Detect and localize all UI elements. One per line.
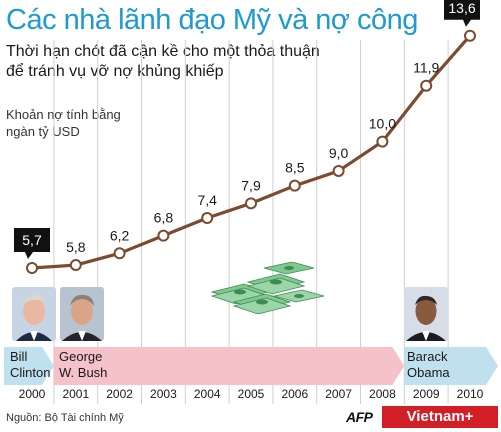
portrait-obama bbox=[404, 287, 448, 341]
chart-title: Các nhà lãnh đạo Mỹ và nợ công bbox=[6, 4, 418, 36]
portrait-clinton bbox=[12, 287, 56, 341]
obama-label-line-2: Obama bbox=[407, 365, 450, 380]
x-tick-2004: 2004 bbox=[194, 387, 221, 401]
data-label-2002: 6,2 bbox=[110, 227, 130, 243]
data-point-2009 bbox=[420, 79, 433, 92]
bush-label-line-2: W. Bush bbox=[59, 365, 108, 380]
data-point-2010 bbox=[464, 29, 476, 42]
x-tick-2003: 2003 bbox=[150, 387, 177, 401]
data-label-2009: 11,9 bbox=[413, 60, 439, 76]
data-label-2004: 7,4 bbox=[197, 192, 217, 208]
source-note: Nguồn: Bộ Tài chính Mỹ bbox=[6, 412, 124, 424]
president-label-clinton: Bill Clinton bbox=[10, 349, 50, 381]
data-label-2000: 5,7 bbox=[22, 232, 42, 248]
subtitle-line-1: Thời hạn chót đã cận kề cho một thỏa thu… bbox=[6, 43, 320, 60]
data-point-2005 bbox=[245, 197, 257, 210]
chart-subtitle: Thời hạn chót đã cận kề cho một thỏa thu… bbox=[6, 42, 320, 82]
data-point-2007 bbox=[332, 164, 345, 177]
data-label-2005: 7,9 bbox=[241, 177, 261, 193]
x-tick-2000: 2000 bbox=[19, 387, 46, 401]
data-label-2006: 8,5 bbox=[285, 160, 305, 176]
clinton-label-line-2: Clinton bbox=[10, 365, 51, 380]
data-point-2008 bbox=[376, 135, 389, 148]
president-label-bush: George W. Bush bbox=[59, 349, 107, 381]
data-point-2004 bbox=[201, 212, 214, 225]
president-label-obama: Barack Obama bbox=[407, 349, 450, 381]
portrait-bush bbox=[60, 287, 104, 341]
data-point-2001 bbox=[69, 259, 82, 272]
data-label-2007: 9,0 bbox=[329, 145, 349, 161]
afp-logo: AFP bbox=[346, 409, 373, 425]
clinton-label-line-1: Bill bbox=[10, 349, 28, 364]
y-unit-label: Khoản nợ tính bằng ngàn tỷ USD bbox=[6, 106, 121, 140]
x-tick-2009: 2009 bbox=[413, 387, 440, 401]
data-point-2000 bbox=[26, 262, 38, 274]
vietnamplus-logo: Vietnam+ bbox=[382, 406, 498, 428]
x-tick-2002: 2002 bbox=[106, 387, 133, 401]
obama-label-line-1: Barack bbox=[407, 349, 448, 364]
data-point-2003 bbox=[157, 229, 170, 242]
data-label-2001: 5,8 bbox=[66, 239, 86, 255]
data-label-2008: 10,0 bbox=[369, 116, 396, 132]
x-tick-2001: 2001 bbox=[62, 387, 89, 401]
presidency-bar-obama bbox=[404, 347, 498, 385]
subtitle-line-2: để tránh vụ vỡ nợ khủng khiếp bbox=[6, 63, 224, 80]
value-callout-2010 bbox=[444, 0, 480, 27]
presidency-bar-bush bbox=[53, 347, 405, 385]
data-label-2010: 13,6 bbox=[448, 0, 475, 16]
x-tick-2007: 2007 bbox=[325, 387, 352, 401]
x-tick-2006: 2006 bbox=[281, 387, 308, 401]
unit-line-2: ngàn tỷ USD bbox=[6, 124, 80, 139]
data-point-2006 bbox=[288, 179, 301, 192]
value-callout-2000 bbox=[14, 228, 50, 259]
x-tick-2005: 2005 bbox=[238, 387, 265, 401]
data-point-2002 bbox=[113, 247, 126, 260]
money-stack-icon bbox=[204, 261, 328, 315]
bush-label-line-1: George bbox=[59, 349, 103, 364]
unit-line-1: Khoản nợ tính bằng bbox=[6, 107, 121, 122]
x-tick-2010: 2010 bbox=[457, 387, 484, 401]
x-tick-2008: 2008 bbox=[369, 387, 396, 401]
presidency-bar-clinton bbox=[4, 347, 54, 385]
data-label-2003: 6,8 bbox=[154, 210, 174, 226]
